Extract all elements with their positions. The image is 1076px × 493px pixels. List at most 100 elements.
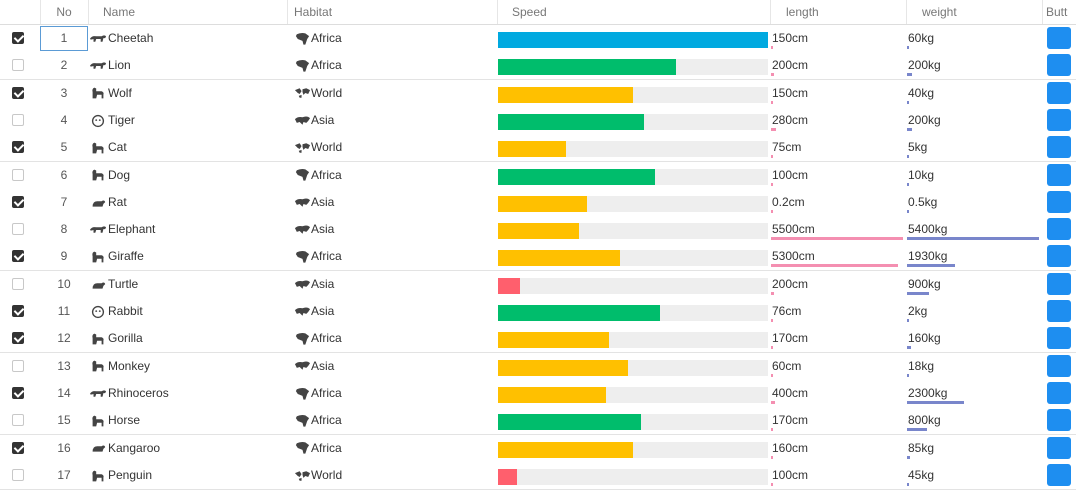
row-checkbox[interactable] [12,277,24,290]
header-length[interactable]: length [786,5,819,19]
row-checkbox[interactable] [12,168,24,181]
habitat-name: Africa [311,58,342,73]
speed-bar [498,32,768,48]
row-action-button[interactable] [1047,54,1071,77]
row-checkbox[interactable] [12,332,24,345]
table-row[interactable]: 16 Kangaroo Africa 160cm 85kg [0,434,1076,463]
table-row[interactable]: 7 Rat Asia 0.2cm 0.5kg [0,188,1076,217]
turtle-icon [89,278,107,292]
table-row[interactable]: 3 Wolf World 150cm 40kg [0,79,1076,108]
habitat-cell: Africa [294,435,342,462]
table-row[interactable]: 9 Giraffe Africa 5300cm 1930kg [0,243,1076,272]
row-action-button[interactable] [1047,218,1071,241]
header-weight[interactable]: weight [922,5,957,19]
header-speed[interactable]: Speed [512,5,547,19]
animal-name-cell: Monkey [89,353,150,380]
table-row[interactable]: 11 Rabbit Asia 76cm 2kg [0,298,1076,326]
row-checkbox[interactable] [12,441,24,454]
table-row[interactable]: 13 Monkey Asia 60cm 18kg [0,352,1076,381]
animal-name-cell: Penguin [89,462,152,489]
length-value: 5300cm [772,249,815,264]
asia-map-icon [294,305,311,319]
weight-value: 800kg [908,413,941,428]
row-action-button[interactable] [1047,272,1071,295]
length-cell: 150cm [770,80,906,107]
table-row[interactable]: 10 Turtle Asia 200cm 900kg [0,270,1076,299]
header-name[interactable]: Name [103,5,136,19]
row-number: 13 [57,358,71,373]
length-value: 100cm [772,467,809,482]
speed-bar-fill [498,359,628,376]
length-value: 5500cm [772,222,815,237]
row-action-button[interactable] [1047,136,1071,159]
row-checkbox[interactable] [12,414,24,427]
row-action-button[interactable] [1047,381,1071,404]
table-row[interactable]: 12 Gorilla Africa 170cm 160kg [0,325,1076,354]
table-row[interactable]: 17 Penguin World 100cm 45kg [0,461,1076,490]
row-checkbox[interactable] [12,59,24,72]
animal-name: Rhinoceros [108,385,169,400]
weight-bar [907,127,912,131]
row-checkbox[interactable] [12,305,24,317]
table-row[interactable]: 4 Tiger Asia 280cm 200kg [0,106,1076,135]
length-cell: 60cm [770,353,906,380]
row-action-button[interactable] [1047,300,1071,322]
table-row[interactable]: 6 Dog Africa 100cm 10kg [0,161,1076,190]
table-row[interactable]: 5 Cat World 75cm 5kg [0,134,1076,163]
speed-bar [498,441,768,458]
habitat-name: Africa [311,385,342,400]
weight-cell: 60kg [906,25,1042,52]
habitat-cell: Africa [294,380,342,407]
row-action-button[interactable] [1047,327,1071,350]
weight-value: 60kg [908,31,935,45]
row-checkbox[interactable] [12,113,24,126]
rhinoceros-icon [89,387,107,401]
animal-name-cell: Horse [89,407,140,434]
speed-bar-fill [498,59,676,76]
row-action-button[interactable] [1047,463,1071,486]
row-number: 15 [57,413,71,428]
kangaroo-icon [89,441,107,455]
weight-value: 5400kg [908,222,948,237]
table-row[interactable]: 8 Elephant Asia 5500cm 5400kg [0,216,1076,245]
habitat-name: World [311,140,343,155]
row-checkbox[interactable] [12,141,24,154]
row-action-button[interactable] [1047,409,1071,432]
header-no[interactable]: No [56,5,72,19]
animal-name: Cheetah [108,31,154,45]
row-action-button[interactable] [1047,81,1071,104]
row-checkbox[interactable] [12,386,24,399]
header-habitat[interactable]: Habitat [294,5,333,19]
habitat-cell: Asia [294,271,334,298]
row-action-button[interactable] [1047,163,1071,186]
header-button[interactable]: Butt [1046,5,1068,19]
row-checkbox[interactable] [12,359,24,372]
weight-cell: 1930kg [906,243,1042,270]
length-cell: 0.2cm [770,189,906,216]
row-checkbox[interactable] [12,86,24,99]
habitat-name: Africa [311,331,342,346]
row-checkbox[interactable] [12,195,24,208]
row-action-button[interactable] [1047,190,1071,213]
table-row[interactable]: 15 Horse Africa 170cm 800kg [0,407,1076,436]
row-checkbox[interactable] [12,468,24,481]
row-action-button[interactable] [1047,354,1071,377]
row-checkbox[interactable] [12,223,24,236]
animal-name: Wolf [108,85,132,100]
row-action-button[interactable] [1047,436,1071,459]
weight-value: 200kg [908,58,941,73]
row-action-button[interactable] [1047,27,1071,49]
africa-map-icon [294,59,311,73]
table-row[interactable]: 2 Lion Africa 200cm 200kg [0,52,1076,81]
speed-bar [498,277,768,294]
row-action-button[interactable] [1047,108,1071,131]
row-checkbox[interactable] [12,250,24,263]
table-row[interactable]: 14 Rhinoceros Africa 400cm 2300kg [0,379,1076,408]
row-checkbox[interactable] [12,32,24,44]
row-action-button[interactable] [1047,245,1071,268]
africa-map-icon [294,32,311,46]
header-divider [497,0,498,24]
africa-map-icon [294,441,311,455]
row-number: 8 [60,222,68,237]
table-row[interactable]: 1 Cheetah Africa 150cm 60kg [0,25,1076,53]
